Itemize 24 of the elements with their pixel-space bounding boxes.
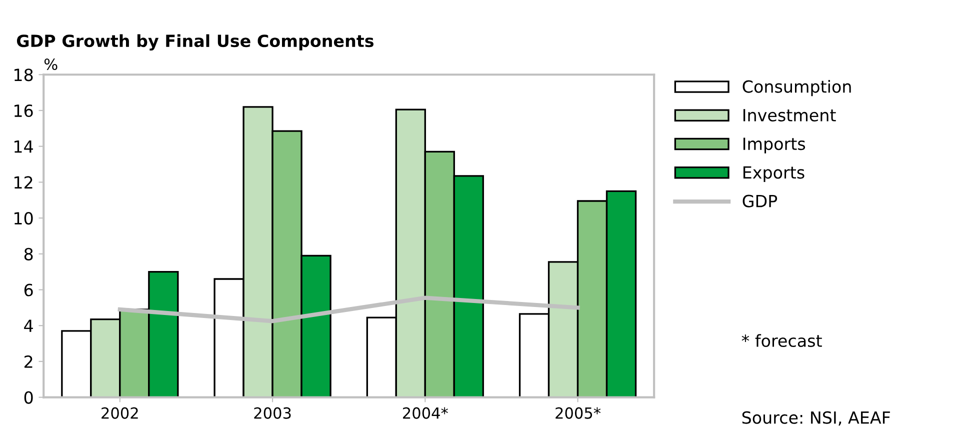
source-note: Source: NSI, AEAF xyxy=(742,411,890,426)
legend-label: GDP xyxy=(742,194,778,208)
y-tick-label: 6 xyxy=(24,284,33,296)
y-tick-label: 14 xyxy=(14,140,33,153)
y-tick-label: 0 xyxy=(24,391,33,404)
y-tick-label: 12 xyxy=(14,176,32,189)
y-tick-label: 2 xyxy=(24,355,32,368)
legend-label: Exports xyxy=(743,166,804,182)
y-tick-label: 18 xyxy=(14,68,33,82)
y-tick-label: 8 xyxy=(24,248,33,260)
y-tick-label: 10 xyxy=(14,212,33,225)
legend-label: Imports xyxy=(743,138,806,154)
y-tick-label: 4 xyxy=(24,320,33,332)
y-axis-title: % xyxy=(44,58,58,70)
chart-title: GDP Growth by Final Use Components xyxy=(16,34,374,51)
x-tick-label: 2002 xyxy=(102,407,138,419)
legend-label: Investment xyxy=(743,109,836,122)
x-tick-label: 2004* xyxy=(403,407,448,419)
legend-label: Consumption xyxy=(742,80,851,96)
text: * forecast xyxy=(742,334,822,348)
x-tick-label: 2005* xyxy=(556,407,601,419)
line-series xyxy=(118,296,580,324)
y-tick-label: 16 xyxy=(14,104,33,118)
x-tick-label: 2003 xyxy=(254,407,291,419)
